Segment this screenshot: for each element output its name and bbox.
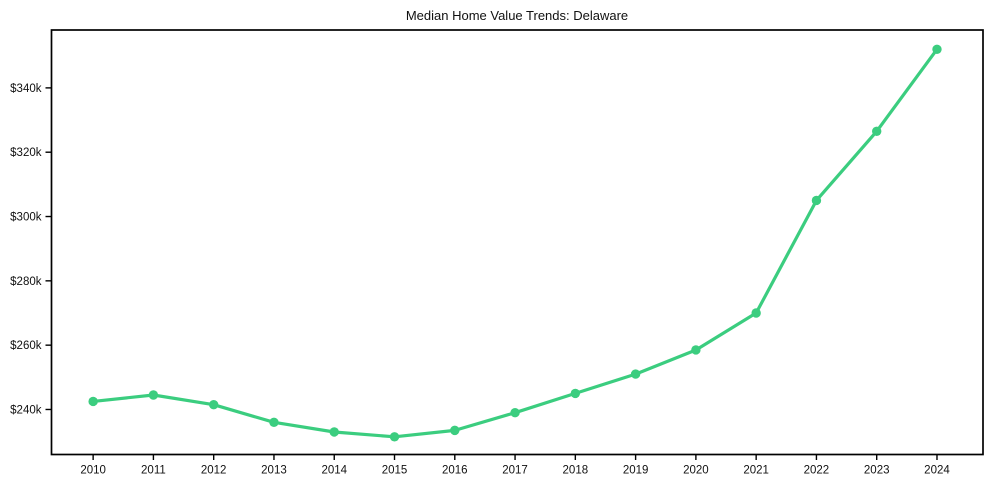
axes-spines bbox=[50, 29, 984, 456]
x-tick-label: 2010 bbox=[80, 465, 106, 477]
x-tick-label: 2019 bbox=[623, 465, 649, 477]
data-point bbox=[811, 195, 822, 206]
y-tick-label: $300k bbox=[10, 212, 42, 224]
x-tick-label: 2020 bbox=[683, 465, 709, 477]
x-tick-label: 2011 bbox=[141, 465, 166, 477]
y-axis: $240k $260k $280k $300k $320k $340k bbox=[10, 83, 52, 416]
y-tick-label: $240k bbox=[10, 404, 42, 416]
data-point bbox=[751, 308, 761, 318]
data-point bbox=[450, 425, 460, 436]
data-point bbox=[148, 390, 159, 400]
data-point bbox=[872, 126, 882, 137]
y-tick-label: $320k bbox=[10, 147, 42, 159]
x-tick-label: 2014 bbox=[321, 465, 347, 477]
data-point bbox=[570, 388, 581, 399]
plot-border bbox=[50, 29, 984, 456]
x-axis: 2010 2011 2012 2013 2014 2015 2016 2017 2018 2019… bbox=[80, 454, 950, 477]
y-tick-label: $280k bbox=[10, 276, 42, 288]
data-point bbox=[329, 427, 339, 437]
x-tick-label: 2015 bbox=[382, 465, 408, 477]
data-point bbox=[691, 345, 701, 355]
data-point bbox=[88, 396, 98, 407]
x-tick-label: 2018 bbox=[563, 465, 589, 477]
x-tick-label: 2017 bbox=[502, 465, 528, 477]
data-point bbox=[389, 432, 400, 442]
x-tick-label: 2013 bbox=[261, 465, 287, 477]
x-tick-label: 2022 bbox=[804, 465, 830, 477]
x-tick-label: 2021 bbox=[743, 465, 769, 477]
data-point bbox=[510, 407, 520, 418]
x-tick-label: 2024 bbox=[924, 465, 950, 477]
data-series bbox=[88, 44, 942, 442]
data-point bbox=[208, 399, 219, 410]
chart-title: Median Home Value Trends: Delaware bbox=[406, 8, 628, 23]
x-tick-label: 2016 bbox=[442, 465, 468, 477]
data-point bbox=[630, 369, 641, 379]
data-point bbox=[932, 44, 942, 54]
data-point bbox=[269, 417, 279, 428]
x-tick-label: 2023 bbox=[864, 465, 890, 477]
y-tick-label: $340k bbox=[10, 83, 42, 95]
y-tick-label: $260k bbox=[10, 340, 42, 352]
x-tick-label: 2012 bbox=[201, 465, 227, 477]
trend-line bbox=[91, 47, 939, 439]
